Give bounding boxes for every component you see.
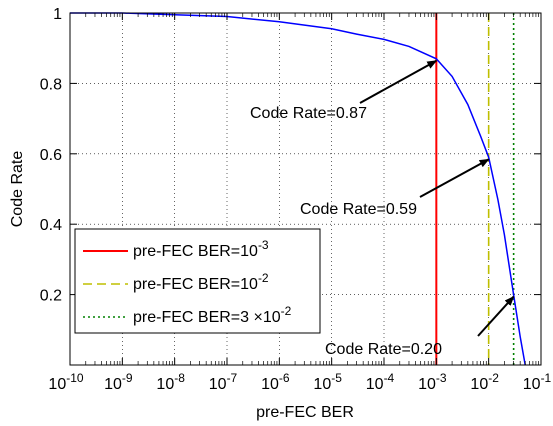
- axis-ticks: [69, 12, 542, 365]
- legend-label-2: pre-FEC BER=10-2: [133, 271, 269, 293]
- x-tick-label: 10-7: [209, 371, 238, 393]
- legend: pre-FEC BER=10-3 pre-FEC BER=10-2 pre-FEC …: [74, 228, 321, 334]
- legend-box: [74, 228, 321, 334]
- x-tick-label: 10-10: [48, 371, 83, 393]
- y-tick-label: 0.8: [40, 76, 62, 93]
- x-tick-label: 10-4: [366, 371, 395, 393]
- x-tick-label: 10-5: [313, 371, 342, 393]
- annotation-label: Code Rate=0.20: [325, 341, 442, 358]
- legend-label-3: pre-FEC BER=3 ×10-2: [133, 304, 292, 326]
- axis-labels: 10-10 10-9 10-8 10-7 10-6 10-5 10-4 10-3 10-2 10-…: [40, 6, 552, 393]
- x-tick-label: 10-8: [156, 371, 185, 393]
- annotation-arrow: [477, 295, 515, 337]
- y-tick-label: 0.2: [40, 288, 62, 305]
- y-axis-label: Code Rate: [9, 151, 26, 228]
- annotation-label: Code Rate=0.87: [250, 105, 367, 122]
- annotation-arrow: [359, 59, 438, 104]
- annotations: Code Rate=0.87 Code Rate=0.59 Code Rate=0.…: [250, 59, 515, 358]
- x-tick-label: 10-9: [104, 371, 133, 393]
- plot-frame: [69, 12, 542, 366]
- annotation-label: Code Rate=0.59: [300, 201, 417, 218]
- legend-label-1: pre-FEC BER=10-3: [133, 238, 269, 260]
- x-tick-label: 10-3: [418, 371, 447, 393]
- y-tick-label: 1: [53, 6, 62, 23]
- x-tick-label: 10-6: [261, 371, 290, 393]
- x-axis-label: pre-FEC BER: [256, 404, 354, 421]
- x-tick-label: 10-1: [523, 371, 552, 393]
- y-tick-label: 0.4: [40, 217, 62, 234]
- annotation-arrow: [419, 158, 490, 198]
- y-tick-label: 0.6: [40, 147, 62, 164]
- x-tick-label: 10-2: [470, 371, 499, 393]
